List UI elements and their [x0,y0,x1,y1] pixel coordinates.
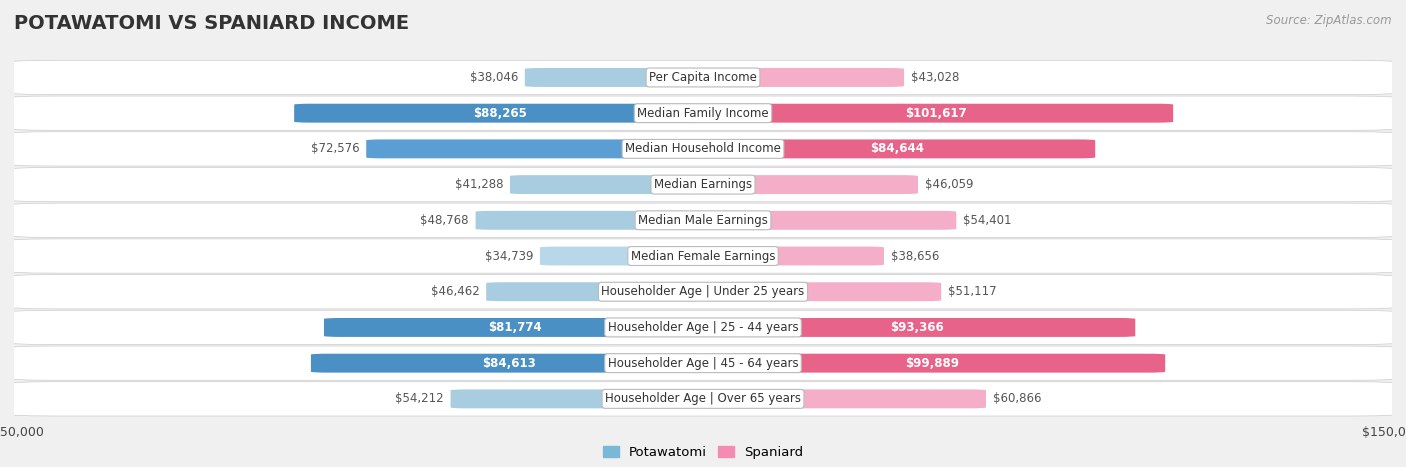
FancyBboxPatch shape [0,239,1406,273]
Text: $72,576: $72,576 [311,142,360,156]
Text: $54,401: $54,401 [963,214,1012,227]
Text: Householder Age | 45 - 64 years: Householder Age | 45 - 64 years [607,357,799,370]
Text: $84,644: $84,644 [870,142,924,156]
Text: $101,617: $101,617 [905,106,967,120]
Text: Median Household Income: Median Household Income [626,142,780,156]
FancyBboxPatch shape [0,96,1406,130]
FancyBboxPatch shape [0,346,1406,380]
FancyBboxPatch shape [524,68,706,87]
Text: Per Capita Income: Per Capita Income [650,71,756,84]
FancyBboxPatch shape [0,275,1406,309]
Text: $38,656: $38,656 [891,249,939,262]
FancyBboxPatch shape [510,175,706,194]
FancyBboxPatch shape [700,354,1166,373]
Text: Householder Age | 25 - 44 years: Householder Age | 25 - 44 years [607,321,799,334]
Text: $46,059: $46,059 [925,178,973,191]
FancyBboxPatch shape [700,104,1173,123]
Text: $41,288: $41,288 [454,178,503,191]
FancyBboxPatch shape [700,211,956,230]
Text: $88,265: $88,265 [474,106,527,120]
FancyBboxPatch shape [700,140,1095,158]
FancyBboxPatch shape [700,282,941,301]
Text: $48,768: $48,768 [420,214,468,227]
FancyBboxPatch shape [700,318,1135,337]
Text: Median Family Income: Median Family Income [637,106,769,120]
FancyBboxPatch shape [311,354,706,373]
Text: Source: ZipAtlas.com: Source: ZipAtlas.com [1267,14,1392,27]
FancyBboxPatch shape [294,104,706,123]
FancyBboxPatch shape [0,60,1406,95]
FancyBboxPatch shape [700,389,986,408]
Text: $51,117: $51,117 [948,285,997,298]
Legend: Potawatomi, Spaniard: Potawatomi, Spaniard [598,441,808,465]
FancyBboxPatch shape [700,247,884,265]
Text: $34,739: $34,739 [485,249,533,262]
FancyBboxPatch shape [366,140,706,158]
FancyBboxPatch shape [0,310,1406,345]
FancyBboxPatch shape [475,211,706,230]
Text: $43,028: $43,028 [911,71,959,84]
Text: $93,366: $93,366 [890,321,945,334]
FancyBboxPatch shape [450,389,706,408]
FancyBboxPatch shape [700,175,918,194]
Text: $84,613: $84,613 [482,357,536,370]
FancyBboxPatch shape [486,282,706,301]
Text: $46,462: $46,462 [430,285,479,298]
FancyBboxPatch shape [323,318,706,337]
Text: $99,889: $99,889 [905,357,959,370]
FancyBboxPatch shape [0,382,1406,416]
Text: $54,212: $54,212 [395,392,444,405]
FancyBboxPatch shape [0,132,1406,166]
Text: $81,774: $81,774 [488,321,543,334]
Text: POTAWATOMI VS SPANIARD INCOME: POTAWATOMI VS SPANIARD INCOME [14,14,409,33]
Text: Median Female Earnings: Median Female Earnings [631,249,775,262]
Text: Householder Age | Under 25 years: Householder Age | Under 25 years [602,285,804,298]
FancyBboxPatch shape [0,203,1406,237]
Text: $38,046: $38,046 [470,71,517,84]
FancyBboxPatch shape [540,247,706,265]
Text: $60,866: $60,866 [993,392,1042,405]
FancyBboxPatch shape [0,168,1406,202]
Text: Median Male Earnings: Median Male Earnings [638,214,768,227]
Text: Householder Age | Over 65 years: Householder Age | Over 65 years [605,392,801,405]
Text: Median Earnings: Median Earnings [654,178,752,191]
FancyBboxPatch shape [700,68,904,87]
